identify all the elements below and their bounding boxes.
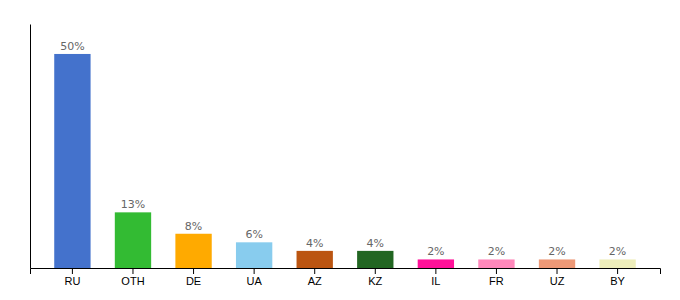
x-tick-label: AZ — [308, 275, 322, 287]
data-label: 4% — [306, 237, 323, 250]
chart-svg: RU OTH DE UA AZ KZ IL FR UZ BY 50% 13% 8% 6% 4% 4% 2% 2% 2… — [0, 0, 680, 300]
y-axis-line — [30, 25, 31, 269]
data-label: 2% — [488, 245, 505, 258]
x-tick: OTH — [121, 268, 144, 287]
x-tick-label: UZ — [550, 275, 565, 287]
x-tick-mark — [254, 268, 255, 274]
data-label: 2% — [609, 245, 626, 258]
x-tick: UA — [246, 268, 262, 287]
data-label: 4% — [367, 237, 384, 250]
x-tick-mark — [617, 268, 618, 274]
bar — [478, 259, 514, 268]
x-tick: AZ — [308, 268, 322, 287]
x-axis: RU OTH DE UA AZ KZ IL FR UZ BY — [31, 268, 661, 287]
bar — [54, 54, 90, 268]
x-tick-label: IL — [431, 275, 440, 287]
data-label: 50% — [60, 40, 84, 53]
x-tick-label: DE — [186, 275, 201, 287]
bars — [54, 54, 636, 268]
data-label: 2% — [548, 245, 565, 258]
x-tick-mark — [132, 268, 133, 274]
x-tick: BY — [610, 268, 625, 287]
x-tick-label: KZ — [368, 275, 382, 287]
x-tick: UZ — [550, 268, 565, 287]
x-tick-label: FR — [489, 275, 504, 287]
plot-area: RU OTH DE UA AZ KZ IL FR UZ BY 50% 13% 8% 6% 4% 4% 2% 2% 2… — [31, 25, 661, 287]
x-tick-label: BY — [610, 275, 625, 287]
x-tick-mark — [435, 268, 436, 274]
x-tick: RU — [64, 268, 80, 287]
x-tick: FR — [489, 268, 504, 287]
x-tick-mark — [375, 268, 376, 274]
x-tick-mark — [193, 268, 194, 274]
x-tick-mark — [314, 268, 315, 274]
bar — [297, 251, 333, 268]
data-label: 6% — [245, 228, 262, 241]
x-tick-label: UA — [246, 275, 262, 287]
bar — [539, 259, 575, 268]
x-axis-line — [31, 269, 661, 275]
bar — [236, 242, 272, 268]
x-tick-mark — [72, 268, 73, 274]
x-tick: DE — [186, 268, 201, 287]
data-label: 2% — [427, 245, 444, 258]
bar — [357, 251, 393, 268]
data-label: 13% — [121, 198, 145, 211]
data-label: 8% — [185, 220, 202, 233]
x-tick-mark — [557, 268, 558, 274]
data-labels: 50% 13% 8% 6% 4% 4% 2% 2% 2% 2% — [60, 40, 626, 258]
bar — [115, 212, 151, 268]
x-tick-label: OTH — [121, 275, 144, 287]
bar — [599, 259, 635, 268]
x-tick: KZ — [368, 268, 382, 287]
bar — [175, 234, 211, 268]
x-tick-label: RU — [64, 275, 80, 287]
bar — [418, 259, 454, 268]
chart-container: RU OTH DE UA AZ KZ IL FR UZ BY 50% 13% 8% 6% 4% 4% 2% 2% 2… — [0, 0, 680, 300]
x-tick: IL — [431, 268, 440, 287]
y-axis — [30, 25, 31, 269]
x-tick-mark — [496, 268, 497, 274]
